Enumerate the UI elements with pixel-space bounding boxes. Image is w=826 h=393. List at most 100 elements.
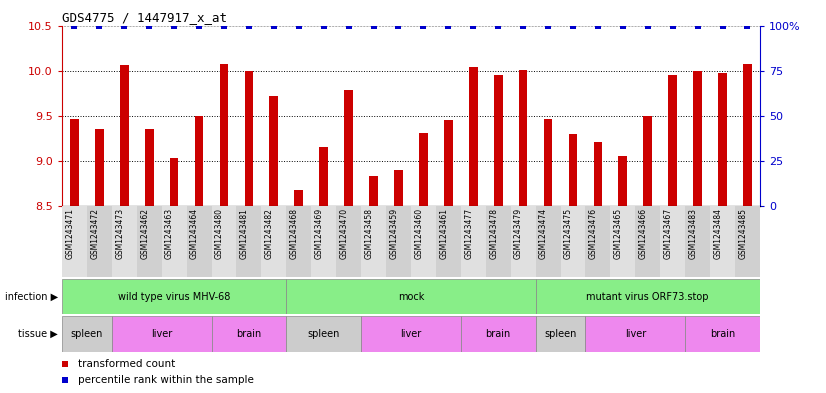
Bar — [535, 206, 561, 277]
Bar — [685, 316, 760, 352]
Text: percentile rank within the sample: percentile rank within the sample — [78, 375, 254, 385]
Bar — [211, 316, 287, 352]
Bar — [660, 206, 685, 277]
Bar — [336, 206, 361, 277]
Bar — [519, 70, 528, 206]
Text: GSM1243469: GSM1243469 — [315, 208, 324, 259]
Text: GSM1243465: GSM1243465 — [614, 208, 623, 259]
Bar — [170, 158, 178, 206]
Bar — [510, 206, 535, 277]
Text: GSM1243472: GSM1243472 — [90, 208, 99, 259]
Text: spleen: spleen — [544, 329, 577, 339]
Bar — [361, 316, 461, 352]
Bar — [95, 129, 104, 206]
Bar — [311, 206, 336, 277]
Bar — [586, 206, 610, 277]
Text: GSM1243478: GSM1243478 — [489, 208, 498, 259]
Bar — [693, 71, 702, 206]
Text: GSM1243483: GSM1243483 — [689, 208, 698, 259]
Text: GSM1243485: GSM1243485 — [738, 208, 748, 259]
Bar — [244, 71, 254, 206]
Text: mock: mock — [398, 292, 424, 302]
Bar — [411, 206, 436, 277]
Text: brain: brain — [236, 329, 262, 339]
Bar — [187, 206, 211, 277]
Bar — [586, 316, 685, 352]
Bar — [568, 134, 577, 206]
Bar — [145, 129, 154, 206]
Bar — [610, 206, 635, 277]
Bar — [236, 206, 261, 277]
Bar — [361, 206, 386, 277]
Bar — [120, 65, 129, 206]
Text: GSM1243464: GSM1243464 — [190, 208, 199, 259]
Bar — [344, 90, 353, 206]
Bar — [386, 206, 411, 277]
Text: liver: liver — [624, 329, 646, 339]
Bar — [62, 279, 287, 314]
Bar — [287, 206, 311, 277]
Bar — [469, 67, 477, 206]
Text: spleen: spleen — [71, 329, 103, 339]
Bar — [619, 156, 627, 206]
Text: GSM1243473: GSM1243473 — [116, 208, 124, 259]
Bar — [137, 206, 162, 277]
Text: GSM1243482: GSM1243482 — [265, 208, 274, 259]
Bar — [320, 147, 328, 206]
Text: GSM1243484: GSM1243484 — [714, 208, 723, 259]
Bar — [668, 75, 677, 206]
Text: brain: brain — [486, 329, 510, 339]
Bar — [461, 316, 535, 352]
Bar — [561, 206, 586, 277]
Text: tissue ▶: tissue ▶ — [18, 329, 58, 339]
Bar — [685, 206, 710, 277]
Text: GSM1243476: GSM1243476 — [589, 208, 598, 259]
Bar — [643, 116, 652, 206]
Text: wild type virus MHV-68: wild type virus MHV-68 — [118, 292, 230, 302]
Bar — [87, 206, 112, 277]
Text: GSM1243471: GSM1243471 — [65, 208, 74, 259]
Text: GSM1243481: GSM1243481 — [240, 208, 249, 259]
Bar — [594, 142, 602, 206]
Bar — [419, 133, 428, 206]
Text: mutant virus ORF73.stop: mutant virus ORF73.stop — [586, 292, 709, 302]
Bar — [735, 206, 760, 277]
Bar — [394, 170, 403, 206]
Bar — [369, 176, 378, 206]
Text: liver: liver — [401, 329, 421, 339]
Text: GSM1243460: GSM1243460 — [415, 208, 424, 259]
Text: GSM1243474: GSM1243474 — [539, 208, 548, 259]
Bar — [269, 96, 278, 206]
Bar — [112, 206, 137, 277]
Text: GSM1243480: GSM1243480 — [215, 208, 224, 259]
Bar — [62, 206, 87, 277]
Text: GSM1243463: GSM1243463 — [165, 208, 174, 259]
Text: transformed count: transformed count — [78, 358, 175, 369]
Text: liver: liver — [151, 329, 173, 339]
Bar — [635, 206, 660, 277]
Bar — [535, 316, 586, 352]
Bar — [112, 316, 211, 352]
Bar — [436, 206, 461, 277]
Bar — [211, 206, 236, 277]
Text: GSM1243468: GSM1243468 — [290, 208, 299, 259]
Bar — [70, 119, 78, 206]
Text: spleen: spleen — [307, 329, 339, 339]
Text: GSM1243467: GSM1243467 — [663, 208, 672, 259]
Bar — [62, 316, 112, 352]
Text: GDS4775 / 1447917_x_at: GDS4775 / 1447917_x_at — [62, 11, 227, 24]
Bar — [718, 73, 727, 206]
Bar — [162, 206, 187, 277]
Bar — [220, 64, 228, 206]
Text: GSM1243470: GSM1243470 — [339, 208, 349, 259]
Bar — [461, 206, 486, 277]
Text: GSM1243466: GSM1243466 — [638, 208, 648, 259]
Text: GSM1243458: GSM1243458 — [364, 208, 373, 259]
Bar — [544, 119, 553, 206]
Bar — [743, 64, 752, 206]
Bar — [535, 279, 760, 314]
Bar — [486, 206, 510, 277]
Text: GSM1243477: GSM1243477 — [464, 208, 473, 259]
Text: GSM1243461: GSM1243461 — [439, 208, 449, 259]
Bar — [261, 206, 287, 277]
